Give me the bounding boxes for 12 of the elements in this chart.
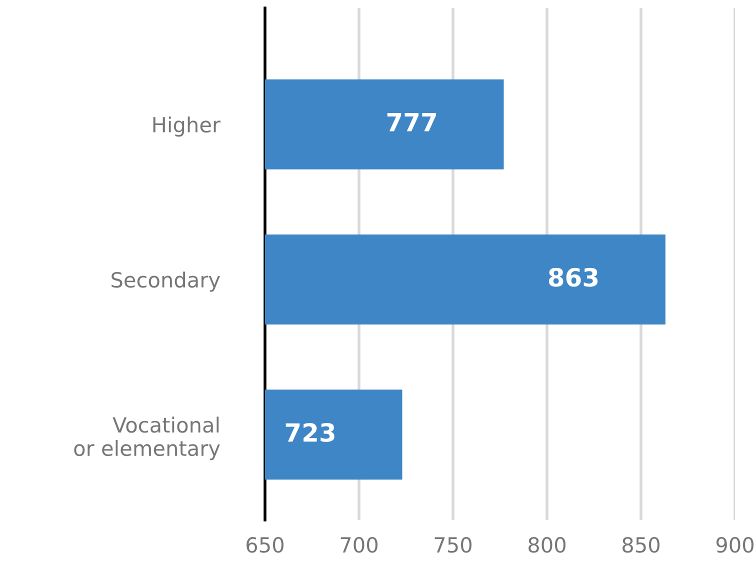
y-tick-label: Secondary — [112, 272, 220, 292]
x-tick-label: 800 — [528, 537, 566, 553]
data-label: 723 — [286, 423, 334, 442]
y-tick-label: Higher — [153, 116, 221, 137]
x-tick-label: 850 — [622, 537, 660, 553]
x-tick-label: 700 — [340, 537, 378, 553]
x-tick-label: 650 — [246, 537, 284, 553]
data-label: 863 — [548, 268, 598, 287]
y-tick-label: Vocational or elementary — [74, 416, 220, 460]
x-tick-label: 750 — [434, 537, 472, 553]
data-label: 777 — [387, 113, 436, 132]
x-tick-label: 900 — [716, 537, 754, 553]
